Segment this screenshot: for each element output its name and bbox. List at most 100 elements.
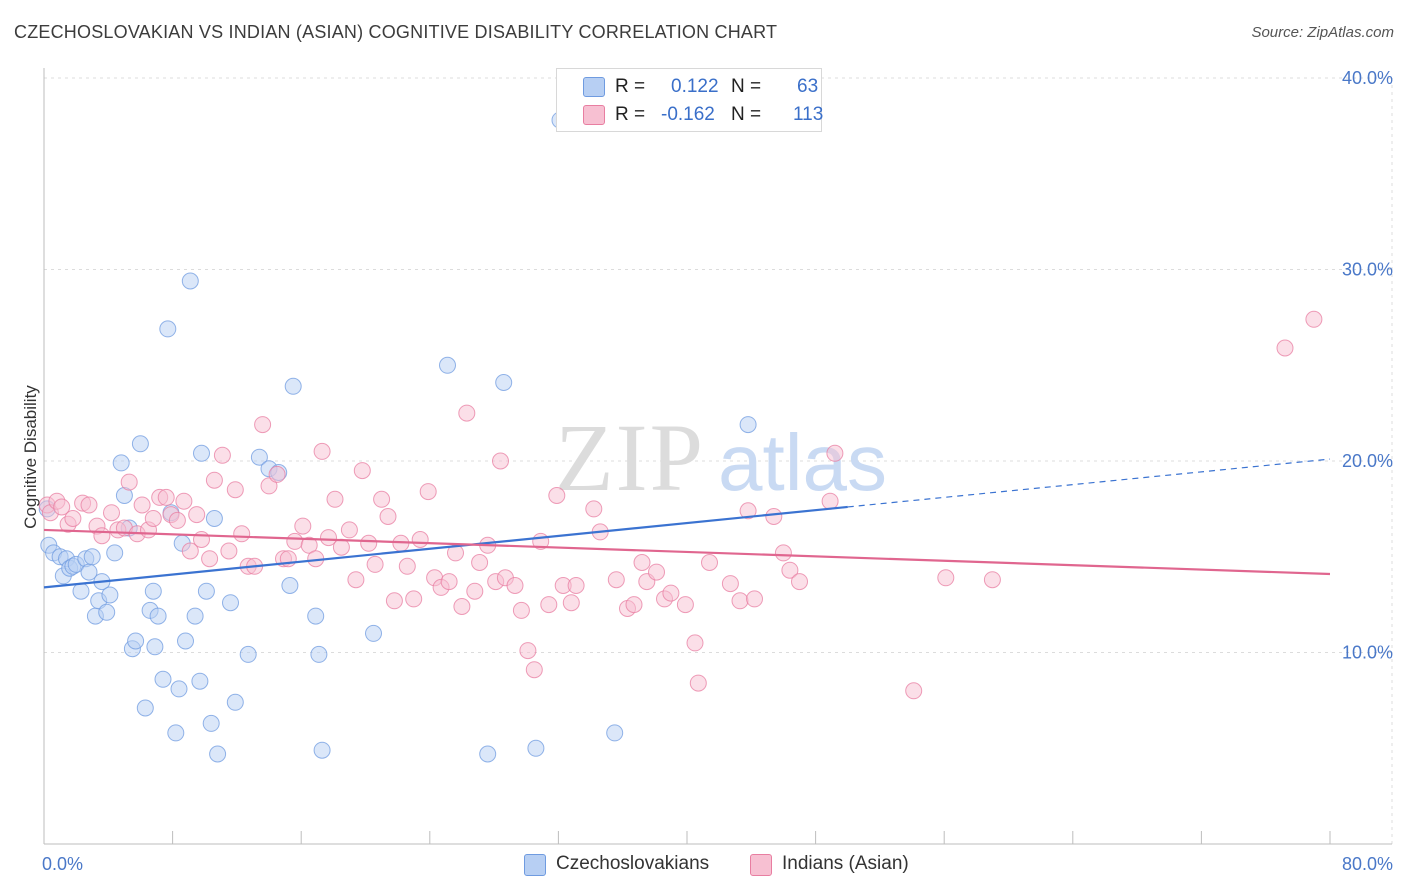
- point-czechoslovakians-40: [193, 444, 210, 462]
- point-indians-44: [320, 529, 337, 547]
- point-czechoslovakians-59: [495, 374, 513, 391]
- point-indians-23: [181, 542, 199, 560]
- point-indians-58: [411, 531, 429, 548]
- point-indians-106: [905, 682, 923, 700]
- legend-r-value: 0.122: [671, 76, 719, 97]
- series-label: Indians (Asian): [782, 853, 909, 874]
- trend-lines: [43, 458, 1331, 589]
- point-indians-75: [525, 661, 543, 679]
- point-czechoslovakians-28: [146, 638, 164, 656]
- legend-n-value: 113: [793, 104, 824, 125]
- point-indians-39: [286, 532, 304, 550]
- x-tick-label-max: 80.0%: [1342, 854, 1393, 874]
- trend-line-extension: [847, 458, 1331, 508]
- point-indians-10: [103, 504, 120, 522]
- point-indians-89: [648, 563, 665, 581]
- y-axis-title: Cognitive Disability: [21, 385, 40, 529]
- point-czechoslovakians-36: [177, 632, 194, 650]
- legend-r-label: R =: [615, 104, 646, 125]
- series-swatch-blue: [524, 854, 546, 876]
- point-indians-70: [492, 452, 509, 470]
- point-czechoslovakians-39: [191, 672, 209, 690]
- point-czechoslovakians-53: [307, 607, 325, 625]
- point-czechoslovakians-56: [365, 624, 382, 642]
- point-indians-98: [739, 502, 757, 520]
- point-indians-95: [701, 554, 718, 571]
- point-indians-64: [453, 598, 471, 615]
- point-indians-100: [765, 508, 783, 525]
- point-indians-13: [120, 473, 138, 491]
- point-czechoslovakians-52: [284, 377, 302, 395]
- point-indians-52: [373, 490, 391, 508]
- legend-n-label: N =: [731, 76, 762, 97]
- point-indians-86: [625, 596, 643, 614]
- point-czechoslovakians-38: [186, 607, 204, 625]
- point-czechoslovakians-19: [112, 454, 130, 472]
- point-indians-109: [1276, 339, 1294, 357]
- legend-swatch-pink: [583, 105, 605, 125]
- legend-swatch-blue: [583, 77, 605, 97]
- point-czechoslovakians-34: [170, 680, 188, 698]
- axes: [43, 68, 1392, 845]
- point-czechoslovakians-54: [310, 645, 328, 663]
- trend-line-indians: [43, 528, 1331, 576]
- trend-line-czechoslovakians: [43, 505, 848, 589]
- point-czechoslovakians-42: [202, 714, 220, 732]
- point-indians-25: [193, 531, 210, 548]
- point-czechoslovakians-63: [739, 416, 757, 434]
- point-indians-15: [133, 496, 151, 514]
- point-indians-101: [774, 544, 792, 562]
- point-indians-62: [440, 573, 458, 591]
- point-indians-96: [721, 575, 739, 593]
- point-indians-19: [157, 488, 175, 506]
- point-czechoslovakians-23: [127, 632, 145, 650]
- y-tick-label-0: 10.0%: [1342, 643, 1393, 663]
- tick-labels: 10.0% 20.0% 30.0% 40.0% 0.0% 80.0%: [42, 68, 1393, 874]
- y-tick-label-3: 40.0%: [1342, 68, 1393, 88]
- x-tick-label-min: 0.0%: [42, 854, 83, 874]
- point-czechoslovakians-29: [149, 607, 167, 625]
- point-indians-94: [689, 674, 707, 692]
- point-indians-53: [379, 508, 397, 525]
- point-indians-5: [64, 510, 82, 527]
- point-indians-27: [205, 471, 223, 489]
- point-indians-43: [313, 442, 331, 460]
- point-indians-29: [220, 542, 238, 560]
- point-czechoslovakians-24: [131, 435, 149, 453]
- point-indians-84: [607, 571, 625, 589]
- point-czechoslovakians-27: [144, 582, 162, 600]
- point-czechoslovakians-44: [209, 745, 227, 763]
- point-indians-51: [366, 555, 384, 573]
- point-indians-66: [466, 582, 484, 600]
- series-swatch-pink: [750, 854, 772, 876]
- y-tick-label-1: 20.0%: [1342, 451, 1393, 471]
- series-label: Czechoslovakians: [556, 853, 710, 874]
- point-indians-30: [226, 481, 244, 499]
- legend-r-value: -0.162: [661, 104, 715, 125]
- point-czechoslovakians-30: [154, 670, 172, 688]
- legend-r-label: R =: [615, 76, 646, 97]
- point-indians-49: [353, 462, 371, 480]
- point-indians-9: [93, 527, 111, 545]
- point-indians-104: [821, 492, 839, 510]
- point-indians-67: [471, 554, 489, 571]
- point-indians-7: [80, 496, 98, 514]
- point-czechoslovakians-46: [226, 693, 244, 711]
- point-indians-105: [826, 444, 844, 462]
- point-indians-26: [201, 550, 219, 568]
- point-czechoslovakians-45: [222, 594, 239, 612]
- point-czechoslovakians-47: [239, 645, 257, 663]
- point-indians-91: [662, 584, 680, 602]
- legend-n-label: N =: [731, 104, 762, 125]
- point-indians-103: [791, 573, 808, 591]
- point-indians-93: [686, 634, 704, 652]
- point-indians-97: [731, 592, 749, 610]
- point-czechoslovakians-33: [167, 724, 185, 742]
- point-czechoslovakians-16: [98, 603, 116, 621]
- point-indians-73: [512, 601, 530, 619]
- point-indians-92: [676, 596, 694, 614]
- point-indians-21: [168, 511, 186, 529]
- source-credit: Source: ZipAtlas.com: [1251, 24, 1394, 41]
- point-czechoslovakians-55: [313, 741, 331, 759]
